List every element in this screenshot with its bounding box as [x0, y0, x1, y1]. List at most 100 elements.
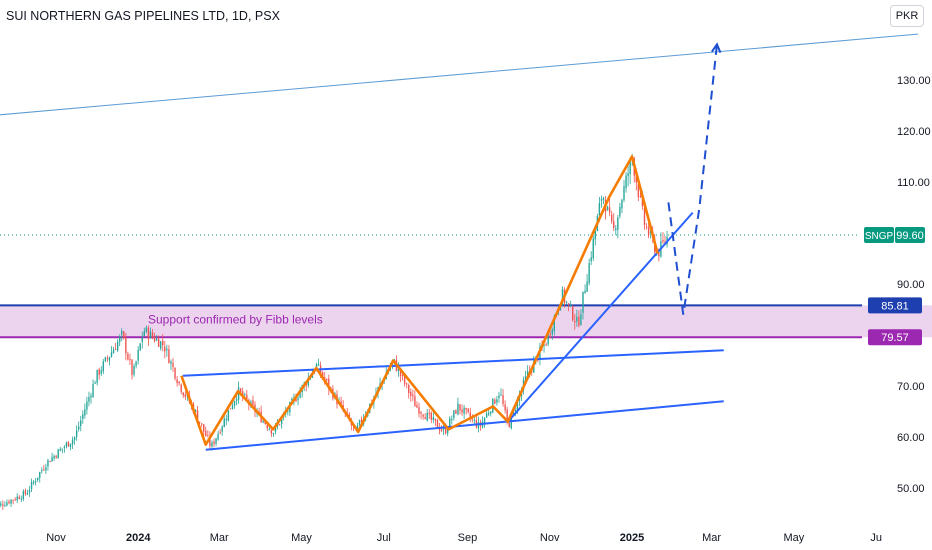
- candle-body: [47, 459, 49, 467]
- candle-body: [162, 340, 164, 346]
- candle-body: [26, 493, 29, 495]
- candle-body: [574, 321, 576, 323]
- candle-body: [469, 412, 471, 418]
- candle-body: [203, 424, 205, 432]
- candle-body: [410, 392, 412, 396]
- candle-body: [569, 305, 572, 307]
- candle-body: [291, 398, 293, 401]
- candle-body: [545, 344, 547, 346]
- candle-body: [215, 438, 217, 444]
- candle-body: [209, 436, 211, 447]
- candle-body: [108, 357, 111, 361]
- candle-body: [266, 424, 268, 429]
- candle-body: [141, 337, 143, 342]
- projection-path: [667, 44, 718, 315]
- candle-body: [639, 195, 642, 197]
- candle-body: [299, 391, 301, 398]
- candle-body: [526, 371, 529, 376]
- candle-body: [664, 241, 666, 243]
- candle-body: [467, 408, 469, 413]
- candle-body: [34, 481, 37, 483]
- candle-body: [61, 448, 63, 450]
- candle-body: [430, 412, 432, 420]
- candle-body: [8, 501, 10, 504]
- candle-body: [194, 410, 197, 413]
- candle-body: [637, 183, 640, 197]
- candle-body: [449, 418, 451, 430]
- candle-body: [178, 381, 180, 384]
- candle-body: [553, 316, 555, 332]
- candle-body: [92, 383, 94, 397]
- candle-body: [49, 461, 51, 463]
- last-price-tag-text: 99.60: [896, 230, 924, 242]
- candle-body: [121, 331, 123, 335]
- x-tick-label: Nov: [540, 532, 560, 544]
- candle-body: [207, 435, 209, 437]
- candle-body: [57, 449, 59, 459]
- currency-button[interactable]: PKR: [890, 5, 924, 27]
- drawings-group: [0, 33, 919, 451]
- y-tick-label: 90.00: [897, 279, 925, 291]
- candle-body: [262, 420, 264, 423]
- rising-support: [507, 211, 694, 423]
- candle-body: [86, 401, 88, 410]
- candle-body: [196, 410, 199, 422]
- candle-body: [16, 496, 18, 501]
- candle-body: [205, 430, 207, 437]
- candle-body: [135, 361, 137, 366]
- candle-body: [90, 395, 92, 398]
- triangle-bottom: [205, 400, 724, 451]
- candle-body: [356, 425, 359, 429]
- candle-body: [412, 394, 414, 397]
- candle-body: [22, 491, 25, 499]
- candle-body: [20, 498, 22, 500]
- candle-body: [18, 497, 20, 499]
- candle-body: [123, 331, 125, 338]
- candle-body: [358, 420, 361, 425]
- y-tick-label: 120.00: [897, 126, 931, 138]
- candle-body: [2, 504, 4, 506]
- projection-arrowhead: [711, 42, 722, 53]
- candle-body: [246, 394, 248, 400]
- candle-body: [426, 412, 428, 421]
- x-tick-label: Mar: [210, 532, 229, 544]
- candle-body: [418, 407, 420, 414]
- candle-body: [323, 377, 326, 380]
- candle-body: [125, 337, 127, 354]
- candle-body: [280, 417, 283, 425]
- candle-body: [139, 343, 141, 351]
- candle-body: [645, 226, 648, 228]
- candle-body: [588, 263, 590, 284]
- support-zone: [0, 305, 932, 338]
- candle-body: [264, 421, 266, 424]
- candle-body: [572, 306, 574, 321]
- candle-body: [53, 455, 55, 459]
- candle-body: [403, 376, 406, 384]
- candle-body: [145, 327, 148, 332]
- triangle-top: [182, 349, 724, 377]
- candle-body: [6, 502, 8, 506]
- upper-channel-line: [0, 33, 919, 116]
- candle-body: [153, 336, 156, 342]
- candle-body: [151, 332, 154, 338]
- candle-body: [278, 424, 281, 426]
- candle-body: [471, 418, 473, 420]
- candle-body: [43, 469, 45, 471]
- y-axis: 50.00 60.00 70.00 90.00 110.00 120.00 130.00: [897, 75, 931, 495]
- candle-body: [133, 365, 135, 375]
- candle-body: [75, 430, 78, 438]
- candle-body: [149, 331, 152, 339]
- candle-body: [463, 407, 465, 414]
- candle-body: [129, 359, 131, 361]
- price-tag-79: [868, 329, 922, 346]
- candle-body: [408, 385, 410, 394]
- support-zone-label: Support confirmed by Fibb levels: [148, 312, 323, 326]
- candle-body: [643, 208, 646, 225]
- support-zone-group: Support confirmed by Fibb levels: [0, 304, 932, 339]
- x-tick-label: Nov: [46, 532, 66, 544]
- candle-body: [317, 364, 320, 366]
- candle-body: [65, 442, 68, 447]
- candle-body: [494, 399, 496, 404]
- candle-body: [321, 372, 324, 378]
